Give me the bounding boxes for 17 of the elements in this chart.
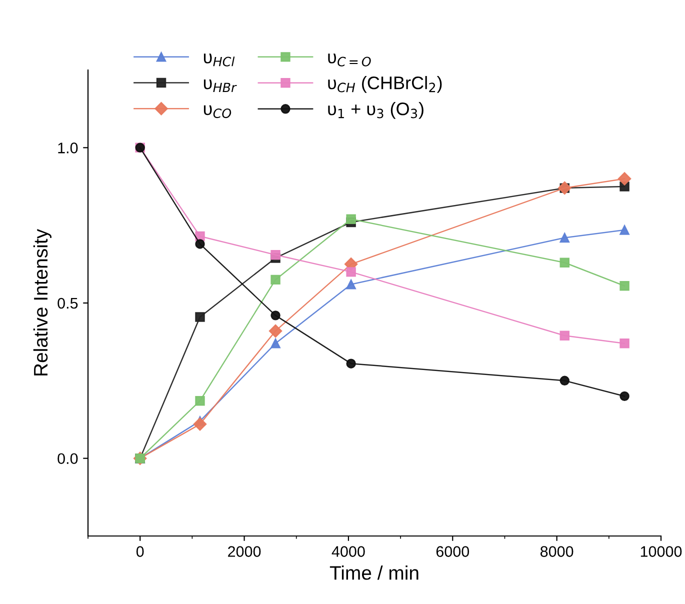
x-tick-label: 10000 bbox=[640, 546, 682, 557]
legend-label: υ$_{CO}$ bbox=[204, 105, 232, 118]
legend-label: υ$_{HCl}$ bbox=[204, 54, 235, 66]
y-tick-label: 0.5 bbox=[58, 298, 78, 309]
x-tick-label: 6000 bbox=[436, 546, 470, 557]
legend-label: υ$_{HBr}$ bbox=[204, 80, 237, 92]
y-axis-title: Relative Intensity bbox=[33, 229, 52, 376]
x-tick-label: 8000 bbox=[540, 546, 574, 557]
legend-label: υ$_{C=O}$ bbox=[328, 54, 371, 66]
legend-label: υ$_{CH}$ (CHBrCl$_{2}$) bbox=[328, 76, 442, 93]
x-tick-label: 0 bbox=[136, 546, 144, 557]
y-tick-label: 1.0 bbox=[58, 142, 78, 154]
y-tick-label: 0.0 bbox=[58, 453, 78, 464]
legend-label: υ$_{1}$ + υ$_{3}$ (O$_{3}$) bbox=[328, 102, 424, 119]
x-tick-label: 2000 bbox=[228, 546, 261, 557]
x-tick-label: 4000 bbox=[332, 546, 365, 557]
x-axis-title: Time / min bbox=[330, 566, 418, 580]
